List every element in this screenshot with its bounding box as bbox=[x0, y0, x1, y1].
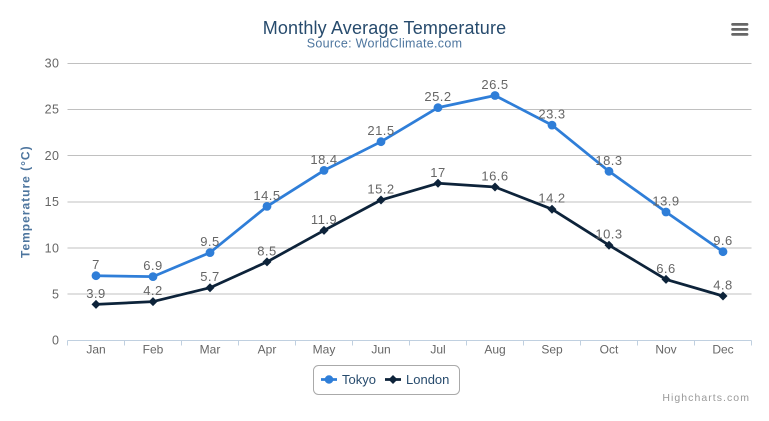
svg-text:13.9: 13.9 bbox=[652, 194, 679, 209]
svg-text:30: 30 bbox=[45, 57, 60, 71]
svg-text:Jul: Jul bbox=[430, 343, 445, 357]
svg-text:9.5: 9.5 bbox=[200, 234, 220, 249]
svg-text:Dec: Dec bbox=[712, 343, 733, 357]
svg-text:Sep: Sep bbox=[541, 343, 563, 357]
svg-text:26.5: 26.5 bbox=[481, 77, 508, 92]
svg-text:21.5: 21.5 bbox=[367, 123, 394, 138]
svg-text:Temperature (°C): Temperature (°C) bbox=[19, 145, 33, 258]
svg-text:Tokyo: Tokyo bbox=[342, 372, 376, 387]
svg-text:Source: WorldClimate.com: Source: WorldClimate.com bbox=[307, 37, 463, 51]
svg-text:15: 15 bbox=[45, 195, 60, 209]
svg-text:16.6: 16.6 bbox=[481, 169, 508, 184]
svg-text:Feb: Feb bbox=[143, 343, 164, 357]
svg-text:5.7: 5.7 bbox=[200, 269, 220, 284]
svg-text:17: 17 bbox=[430, 165, 445, 180]
svg-text:23.3: 23.3 bbox=[538, 107, 565, 122]
svg-text:Nov: Nov bbox=[655, 343, 676, 357]
svg-text:10.3: 10.3 bbox=[595, 227, 622, 242]
svg-text:14.2: 14.2 bbox=[538, 191, 565, 206]
svg-text:3.9: 3.9 bbox=[86, 286, 106, 301]
svg-text:London: London bbox=[406, 372, 449, 387]
svg-text:25: 25 bbox=[45, 103, 60, 117]
svg-text:18.3: 18.3 bbox=[595, 153, 622, 168]
svg-text:4.8: 4.8 bbox=[713, 278, 733, 293]
svg-text:Monthly Average Temperature: Monthly Average Temperature bbox=[263, 18, 507, 38]
svg-text:Highcharts.com: Highcharts.com bbox=[662, 392, 750, 404]
svg-text:9.6: 9.6 bbox=[713, 233, 733, 248]
svg-text:8.5: 8.5 bbox=[257, 243, 277, 258]
svg-text:11.9: 11.9 bbox=[311, 212, 337, 227]
svg-text:18.4: 18.4 bbox=[310, 152, 337, 167]
svg-text:0: 0 bbox=[52, 334, 59, 348]
svg-text:7: 7 bbox=[92, 257, 100, 272]
svg-text:Mar: Mar bbox=[200, 343, 221, 357]
svg-text:6.6: 6.6 bbox=[656, 261, 676, 276]
svg-text:Apr: Apr bbox=[258, 343, 277, 357]
svg-text:15.2: 15.2 bbox=[367, 182, 394, 197]
svg-text:Aug: Aug bbox=[484, 343, 505, 357]
svg-text:6.9: 6.9 bbox=[143, 258, 163, 273]
svg-text:14.5: 14.5 bbox=[253, 188, 280, 203]
svg-text:Oct: Oct bbox=[600, 343, 619, 357]
svg-text:25.2: 25.2 bbox=[424, 89, 451, 104]
svg-text:May: May bbox=[313, 343, 336, 357]
svg-text:Jun: Jun bbox=[371, 343, 390, 357]
svg-text:Jan: Jan bbox=[86, 343, 105, 357]
svg-text:5: 5 bbox=[52, 288, 59, 302]
svg-text:10: 10 bbox=[45, 241, 60, 255]
svg-text:4.2: 4.2 bbox=[143, 283, 163, 298]
svg-text:20: 20 bbox=[45, 149, 60, 163]
